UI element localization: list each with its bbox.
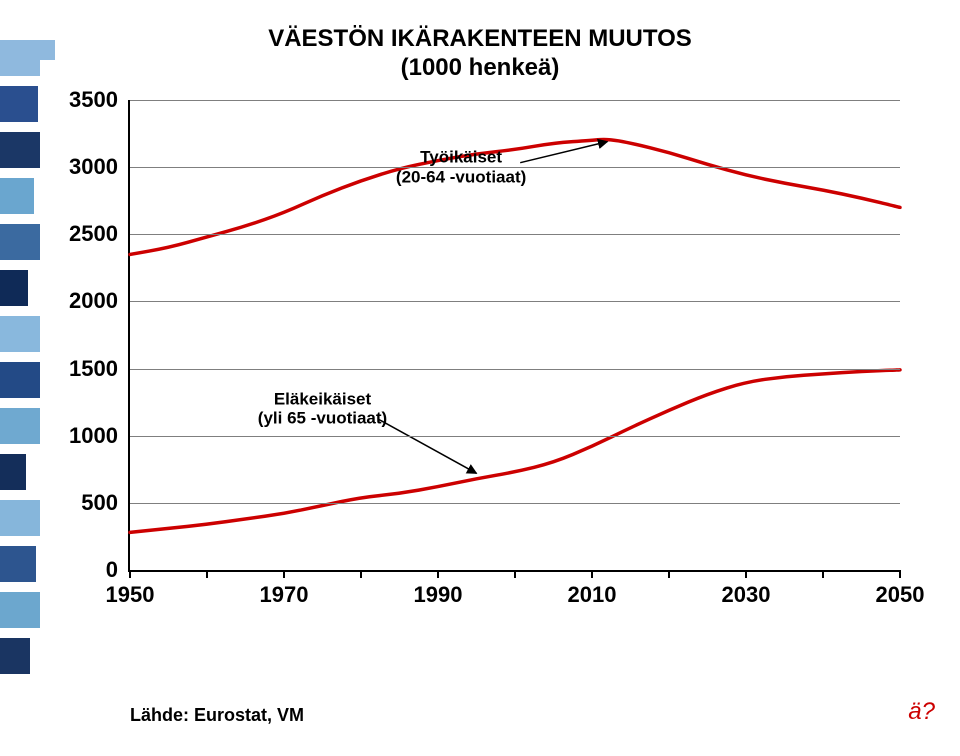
grid-line bbox=[130, 369, 900, 370]
chart-title: VÄESTÖN IKÄRAKENTEEN MUUTOS (1000 henkeä… bbox=[40, 25, 920, 83]
edge-bar bbox=[0, 454, 26, 490]
x-axis-label: 1990 bbox=[414, 582, 463, 608]
x-axis-tick bbox=[899, 570, 901, 578]
edge-bar bbox=[0, 362, 40, 398]
x-axis-tick bbox=[591, 570, 593, 578]
edge-bar bbox=[0, 178, 34, 214]
x-axis-label: 2030 bbox=[722, 582, 771, 608]
x-axis-tick bbox=[360, 570, 362, 578]
x-axis-tick bbox=[514, 570, 516, 578]
y-axis-label: 500 bbox=[81, 490, 118, 516]
chart-title-line1: VÄESTÖN IKÄRAKENTEEN MUUTOS bbox=[268, 25, 692, 52]
annotation-line1: Työikäiset bbox=[420, 148, 502, 167]
edge-bar bbox=[0, 270, 28, 306]
edge-bar bbox=[0, 86, 38, 122]
x-axis-tick bbox=[822, 570, 824, 578]
grid-line bbox=[130, 100, 900, 101]
x-axis-tick bbox=[206, 570, 208, 578]
grid-line bbox=[130, 436, 900, 437]
y-axis-label: 2000 bbox=[69, 288, 118, 314]
x-axis-label: 2010 bbox=[568, 582, 617, 608]
x-axis-tick bbox=[129, 570, 131, 578]
chart-container: VÄESTÖN IKÄRAKENTEEN MUUTOS (1000 henkeä… bbox=[40, 60, 920, 640]
chart-plot-area: 0500100015002000250030003500195019701990… bbox=[128, 100, 900, 572]
grid-line bbox=[130, 503, 900, 504]
chart-annotation: Työikäiset(20-64 -vuotiaat) bbox=[396, 148, 526, 187]
annotation-line2: (20-64 -vuotiaat) bbox=[396, 167, 526, 186]
x-axis-tick bbox=[668, 570, 670, 578]
y-axis-label: 1000 bbox=[69, 423, 118, 449]
x-axis-tick bbox=[283, 570, 285, 578]
series-line bbox=[130, 370, 900, 532]
edge-bar bbox=[0, 546, 36, 582]
x-axis-tick bbox=[745, 570, 747, 578]
y-axis-label: 1500 bbox=[69, 356, 118, 382]
x-axis-label: 1970 bbox=[260, 582, 309, 608]
stray-text: ä? bbox=[908, 698, 935, 726]
y-axis-label: 3000 bbox=[69, 154, 118, 180]
y-axis-label: 3500 bbox=[69, 87, 118, 113]
chart-annotation: Eläkeikäiset(yli 65 -vuotiaat) bbox=[258, 389, 387, 428]
edge-bar bbox=[0, 638, 30, 674]
source-label: Lähde: Eurostat, VM bbox=[130, 705, 304, 726]
y-axis-label: 0 bbox=[106, 557, 118, 583]
grid-line bbox=[130, 301, 900, 302]
x-axis-label: 2050 bbox=[876, 582, 925, 608]
annotation-line1: Eläkeikäiset bbox=[274, 389, 371, 408]
x-axis-label: 1950 bbox=[106, 582, 155, 608]
grid-line bbox=[130, 234, 900, 235]
x-axis-tick bbox=[437, 570, 439, 578]
annotation-arrow bbox=[378, 419, 477, 473]
annotation-line2: (yli 65 -vuotiaat) bbox=[258, 409, 387, 428]
y-axis-label: 2500 bbox=[69, 221, 118, 247]
chart-title-line2: (1000 henkeä) bbox=[401, 54, 560, 81]
